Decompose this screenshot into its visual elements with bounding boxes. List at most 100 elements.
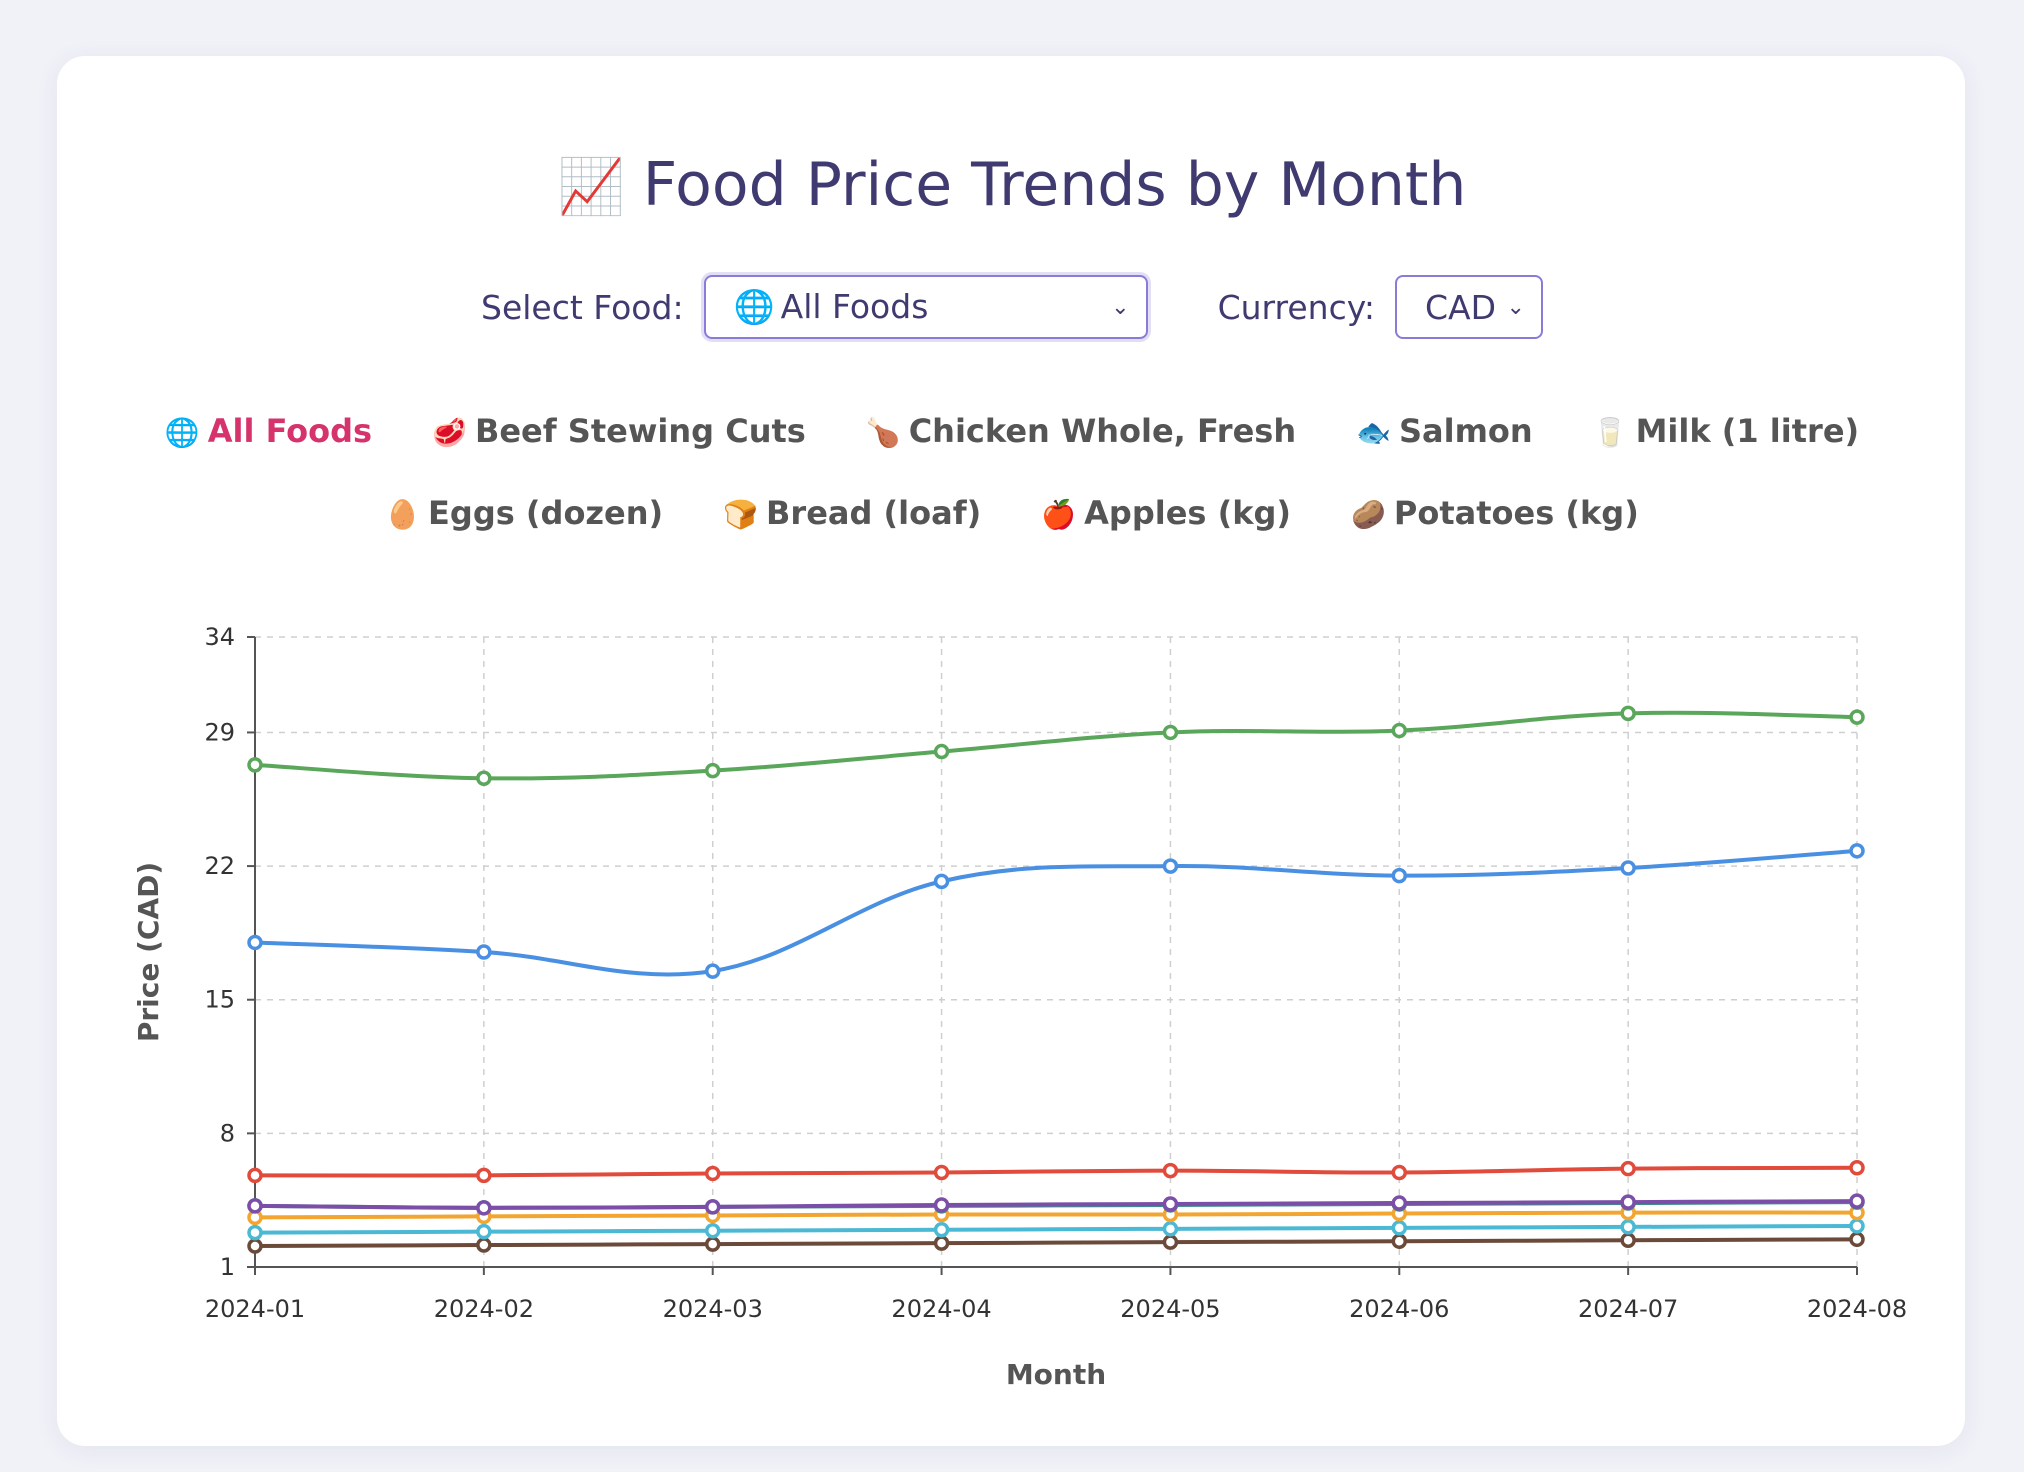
series-line [254, 1210, 1858, 1220]
data-point [1620, 1219, 1636, 1235]
legend-label: Potatoes (kg) [1393, 494, 1639, 532]
legend-item-beef[interactable]: 🥩 Beef Stewing Cuts [432, 412, 806, 450]
data-point [247, 1238, 263, 1254]
data-point [1849, 1159, 1865, 1176]
y-tick-label: 1 [220, 1253, 235, 1281]
page-title-text: Food Price Trends by Month [642, 150, 1467, 220]
legend-item-eggs[interactable]: 🥚 Eggs (dozen) [385, 494, 663, 532]
data-point [1391, 722, 1408, 739]
data-point [1391, 1220, 1408, 1236]
series-line [254, 1237, 1858, 1248]
x-tick-label: 2024-08 [1807, 1295, 1907, 1323]
globe-icon: 🌐 [164, 416, 200, 449]
data-point [1391, 867, 1408, 884]
data-point [1162, 1234, 1179, 1250]
data-point [1162, 858, 1179, 874]
data-point [247, 1167, 263, 1184]
y-tick-label: 8 [220, 1119, 235, 1147]
data-point [704, 1199, 721, 1215]
legend-item-bread[interactable]: 🍞 Bread (loaf) [723, 494, 981, 532]
currency-select-value: CAD [1424, 287, 1496, 327]
legend-label: Eggs (dozen) [428, 494, 664, 532]
food-select-value: All Foods [780, 287, 929, 326]
data-point [1620, 1194, 1636, 1210]
x-tick-label: 2024-07 [1578, 1295, 1678, 1323]
legend-label: Milk (1 litre) [1635, 412, 1860, 450]
y-tick-label: 22 [204, 852, 235, 880]
chevron-down-icon: ⌄ [1111, 294, 1130, 320]
legend-label: Apples (kg) [1084, 494, 1292, 532]
data-point [476, 1167, 492, 1184]
bread-icon: 🍞 [723, 498, 759, 531]
data-point [933, 1235, 950, 1251]
food-select[interactable]: 🌐 All Foods ⌄ [703, 275, 1148, 339]
legend-item-chicken[interactable]: 🍗 Chicken Whole, Fresh [866, 412, 1296, 450]
data-point [933, 1222, 950, 1238]
data-point [1162, 1221, 1179, 1237]
data-point [704, 1165, 721, 1182]
legend-item-milk[interactable]: 🥛 Milk (1 litre) [1593, 412, 1859, 450]
currency-select[interactable]: CAD ⌄ [1394, 275, 1543, 339]
legend-label: Salmon [1398, 412, 1533, 450]
page-title: 📈 Food Price Trends by Month [0, 150, 2024, 220]
apple-icon: 🍎 [1041, 498, 1077, 531]
series-line [254, 1223, 1858, 1235]
x-axis-title: Month [1006, 1358, 1106, 1391]
data-point [704, 762, 721, 779]
x-tick-label: 2024-01 [205, 1295, 305, 1323]
legend-row-2: 🥚 Eggs (dozen) 🍞 Bread (loaf) 🍎 Apples (kg)… [200, 494, 1824, 532]
series-line [254, 848, 1858, 977]
data-point [1391, 1195, 1408, 1211]
currency-select-label: Currency: [1217, 287, 1375, 327]
y-axis-title: Price (CAD) [132, 862, 165, 1042]
legend-label: Bread (loaf) [766, 494, 982, 532]
data-point [476, 944, 492, 960]
legend-item-potatoes[interactable]: 🥔 Potatoes (kg) [1351, 494, 1639, 532]
data-point [933, 1164, 950, 1181]
legend-row-1: 🌐 All Foods 🥩 Beef Stewing Cuts 🍗 Chicken W… [165, 412, 1859, 450]
food-select-label: Select Food: [481, 287, 684, 327]
x-tick-label: 2024-02 [434, 1295, 534, 1323]
data-point [933, 743, 950, 760]
series-line [254, 1165, 1858, 1178]
globe-icon: 🌐 [733, 287, 775, 326]
data-point [933, 1197, 950, 1213]
drumstick-icon: 🍗 [865, 416, 901, 449]
egg-icon: 🥚 [385, 498, 421, 531]
y-tick-label: 29 [204, 718, 235, 746]
data-point [933, 873, 950, 890]
series-line [254, 1199, 1858, 1210]
data-point [1391, 1233, 1408, 1249]
x-tick-label: 2024-06 [1349, 1295, 1449, 1323]
data-point [1620, 705, 1636, 722]
legend-label: All Foods [207, 412, 373, 450]
controls-bar: Select Food: 🌐 All Foods ⌄ Currency: CAD … [0, 272, 2024, 342]
data-point [247, 757, 263, 773]
y-tick-label: 34 [204, 623, 235, 651]
chart-increasing-icon: 📈 [557, 155, 625, 218]
legend-label: Beef Stewing Cuts [474, 412, 806, 450]
data-point [704, 1236, 721, 1252]
data-point [476, 770, 492, 787]
x-tick-label: 2024-05 [1120, 1295, 1220, 1323]
legend-item-all-foods[interactable]: 🌐 All Foods [165, 412, 372, 450]
legend-item-salmon[interactable]: 🐟 Salmon [1356, 412, 1533, 450]
data-point [704, 963, 721, 979]
fish-icon: 🐟 [1356, 416, 1391, 449]
milk-glass-icon: 🥛 [1592, 416, 1628, 449]
chevron-down-icon: ⌄ [1506, 294, 1525, 320]
y-tick-label: 15 [204, 986, 235, 1014]
data-point [1620, 1160, 1636, 1177]
data-point [1849, 1218, 1865, 1234]
legend-item-apples[interactable]: 🍎 Apples (kg) [1041, 494, 1291, 532]
data-point [247, 934, 263, 951]
data-point [1620, 1232, 1636, 1249]
data-point [1849, 1231, 1865, 1248]
data-point [1849, 709, 1865, 725]
x-tick-label: 2024-04 [891, 1295, 991, 1323]
data-point [1849, 1193, 1865, 1209]
data-point [704, 1222, 721, 1239]
series-line [254, 710, 1858, 781]
data-point [1162, 724, 1179, 741]
